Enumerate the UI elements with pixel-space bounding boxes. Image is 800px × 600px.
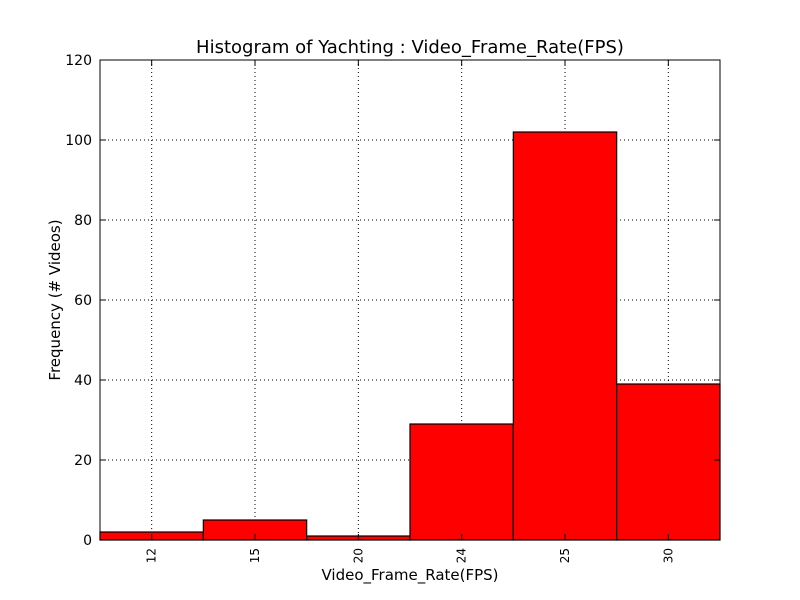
x-tick-label: 15	[248, 548, 262, 563]
ticks-layer	[100, 59, 720, 541]
x-axis-label: Video_Frame_Rate(FPS)	[321, 566, 498, 585]
y-tick-labels: 0 20 40 60 80 100 120	[65, 53, 92, 549]
histogram-bar	[616, 383, 721, 541]
bars-layer	[99, 131, 721, 541]
y-tick-label: 20	[74, 453, 92, 469]
y-tick-label: 60	[74, 293, 92, 309]
x-tick-label: 25	[558, 548, 572, 563]
y-tick-label: 0	[83, 533, 92, 549]
x-tick-labels: 12 15 20 24 25 30	[145, 548, 676, 563]
histogram-bar	[512, 131, 618, 541]
x-tick-label: 30	[661, 548, 675, 563]
y-tick-label: 40	[74, 373, 92, 389]
x-tick-label: 24	[455, 548, 469, 563]
chart-title: Histogram of Yachting : Video_Frame_Rate…	[196, 37, 624, 58]
x-tick-label: 20	[351, 548, 365, 563]
y-tick-label: 80	[74, 213, 92, 229]
x-tick-label: 12	[145, 548, 159, 563]
histogram-bar	[409, 423, 514, 541]
y-tick-label: 120	[65, 53, 92, 69]
y-tick-label: 100	[65, 133, 92, 149]
y-axis-label: Frequency (# Videos)	[46, 219, 64, 380]
